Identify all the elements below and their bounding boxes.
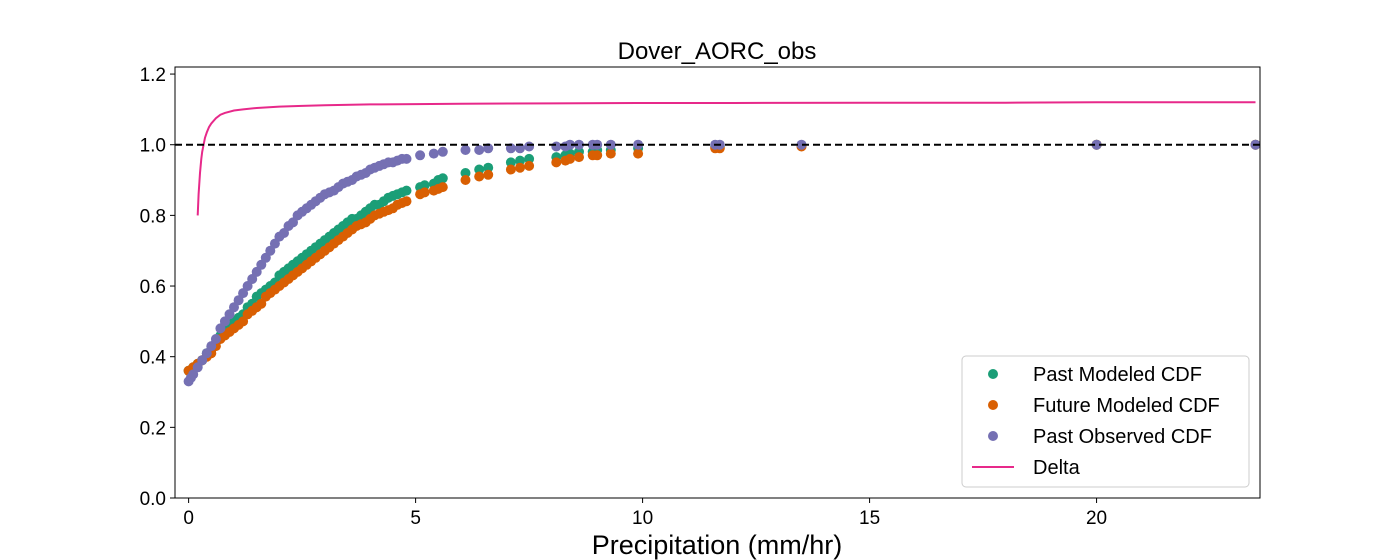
y-axis: 0.0 0.2 0.4 0.6 0.8 1.0 1.2 bbox=[140, 65, 175, 510]
past-observed-cdf-point bbox=[233, 295, 244, 306]
legend-label: Delta bbox=[1033, 457, 1081, 479]
past-observed-cdf-point bbox=[210, 334, 221, 344]
legend-entry: Future Modeled CDF bbox=[988, 395, 1220, 417]
x-tick-label: 20 bbox=[1086, 508, 1107, 529]
future-modeled-cdf-point bbox=[238, 316, 249, 327]
delta-line bbox=[196, 101, 1256, 216]
future-modeled-cdf-point bbox=[419, 187, 430, 198]
legend-entry: Past Modeled CDF bbox=[988, 364, 1202, 386]
past-observed-cdf-point bbox=[460, 145, 471, 155]
past-observed-cdf-point bbox=[551, 141, 562, 152]
future-modeled-cdf-point bbox=[633, 148, 644, 159]
legend-swatch bbox=[988, 431, 998, 441]
future-modeled-cdf-point bbox=[592, 150, 603, 161]
chart-title: Dover_AORC_obs bbox=[618, 38, 817, 65]
future-modeled-cdf-point bbox=[460, 175, 471, 185]
legend-label: Future Modeled CDF bbox=[1033, 395, 1220, 417]
plot-area bbox=[174, 66, 1261, 499]
future-modeled-cdf-point bbox=[515, 162, 525, 173]
past-modeled-cdf-point bbox=[401, 185, 412, 196]
future-modeled-cdf-point bbox=[437, 182, 448, 193]
past-modeled-cdf-point bbox=[474, 164, 485, 175]
past-modeled-cdf-point bbox=[419, 180, 430, 191]
future-modeled-cdf-point bbox=[474, 171, 485, 182]
x-axis: 0 5 10 15 20 bbox=[183, 498, 1107, 529]
past-observed-cdf-point bbox=[260, 252, 271, 263]
past-modeled-cdf-point bbox=[460, 168, 471, 178]
past-observed-cdf-point bbox=[415, 150, 426, 161]
past-observed-cdf-point bbox=[188, 369, 199, 380]
past-modeled-cdf-point bbox=[505, 157, 516, 168]
future-modeled-cdf-point bbox=[565, 153, 575, 164]
y-tick-label: 0.2 bbox=[140, 418, 166, 439]
past-observed-cdf-point bbox=[192, 362, 203, 373]
past-observed-cdf-point bbox=[219, 316, 230, 327]
x-tick-label: 0 bbox=[183, 508, 194, 529]
legend-box bbox=[961, 355, 1250, 488]
past-observed-cdf-point bbox=[201, 348, 212, 359]
y-tick-label: 0.6 bbox=[140, 277, 166, 298]
x-axis-label: Precipitation (mm/hr) bbox=[592, 530, 843, 560]
legend-swatch bbox=[988, 400, 998, 410]
legend-entry: Past Observed CDF bbox=[988, 426, 1212, 448]
x-tick-label: 10 bbox=[632, 508, 653, 529]
past-observed-cdf-point bbox=[224, 309, 235, 320]
past-observed-cdf-point bbox=[483, 143, 494, 154]
past-observed-cdf-point bbox=[401, 153, 412, 164]
future-modeled-cdf-point bbox=[401, 196, 412, 207]
past-observed-cdf-point bbox=[247, 274, 258, 284]
past-observed-cdf-point bbox=[505, 143, 516, 154]
past-modeled-cdf-point bbox=[524, 153, 535, 164]
future-modeled-cdf-point bbox=[505, 164, 516, 175]
legend-label: Past Observed CDF bbox=[1033, 426, 1212, 448]
future-modeled-cdf-point bbox=[551, 157, 562, 168]
past-observed-cdf-point bbox=[574, 139, 584, 150]
past-observed-cdf-point bbox=[238, 288, 249, 299]
legend-label: Past Modeled CDF bbox=[1033, 364, 1202, 386]
future-modeled-cdf-point bbox=[574, 152, 584, 163]
x-tick-label: 5 bbox=[410, 508, 421, 529]
past-observed-cdf-point bbox=[474, 145, 485, 155]
y-tick-label: 1.0 bbox=[140, 136, 166, 157]
past-observed-cdf-point bbox=[437, 146, 448, 157]
past-observed-cdf-point bbox=[206, 341, 217, 352]
legend-swatch bbox=[988, 369, 998, 379]
y-tick-label: 1.2 bbox=[140, 65, 166, 86]
past-modeled-cdf-point bbox=[437, 173, 448, 184]
past-observed-cdf-point bbox=[515, 143, 525, 154]
y-tick-label: 0.4 bbox=[140, 348, 167, 369]
past-observed-cdf-point bbox=[251, 266, 262, 277]
y-tick-label: 0.0 bbox=[140, 489, 166, 510]
past-observed-cdf-point bbox=[265, 245, 276, 256]
y-tick-label: 0.8 bbox=[140, 206, 166, 227]
future-modeled-cdf-point bbox=[524, 160, 535, 171]
future-modeled-cdf-point bbox=[605, 148, 616, 159]
past-modeled-cdf-point bbox=[515, 155, 525, 166]
past-observed-cdf-point bbox=[524, 141, 535, 152]
past-observed-cdf-point bbox=[565, 139, 575, 150]
past-observed-cdf-point bbox=[796, 139, 807, 150]
future-modeled-cdf-point bbox=[256, 298, 267, 309]
past-observed-cdf-point bbox=[428, 148, 439, 159]
past-observed-cdf-point bbox=[1091, 139, 1102, 150]
legend: Past Modeled CDF Future Modeled CDF Past O… bbox=[961, 355, 1250, 488]
future-modeled-cdf-point bbox=[483, 169, 494, 180]
past-modeled-cdf-point bbox=[483, 162, 494, 173]
x-tick-label: 15 bbox=[859, 508, 880, 529]
legend-entry: Delta bbox=[972, 457, 1081, 479]
